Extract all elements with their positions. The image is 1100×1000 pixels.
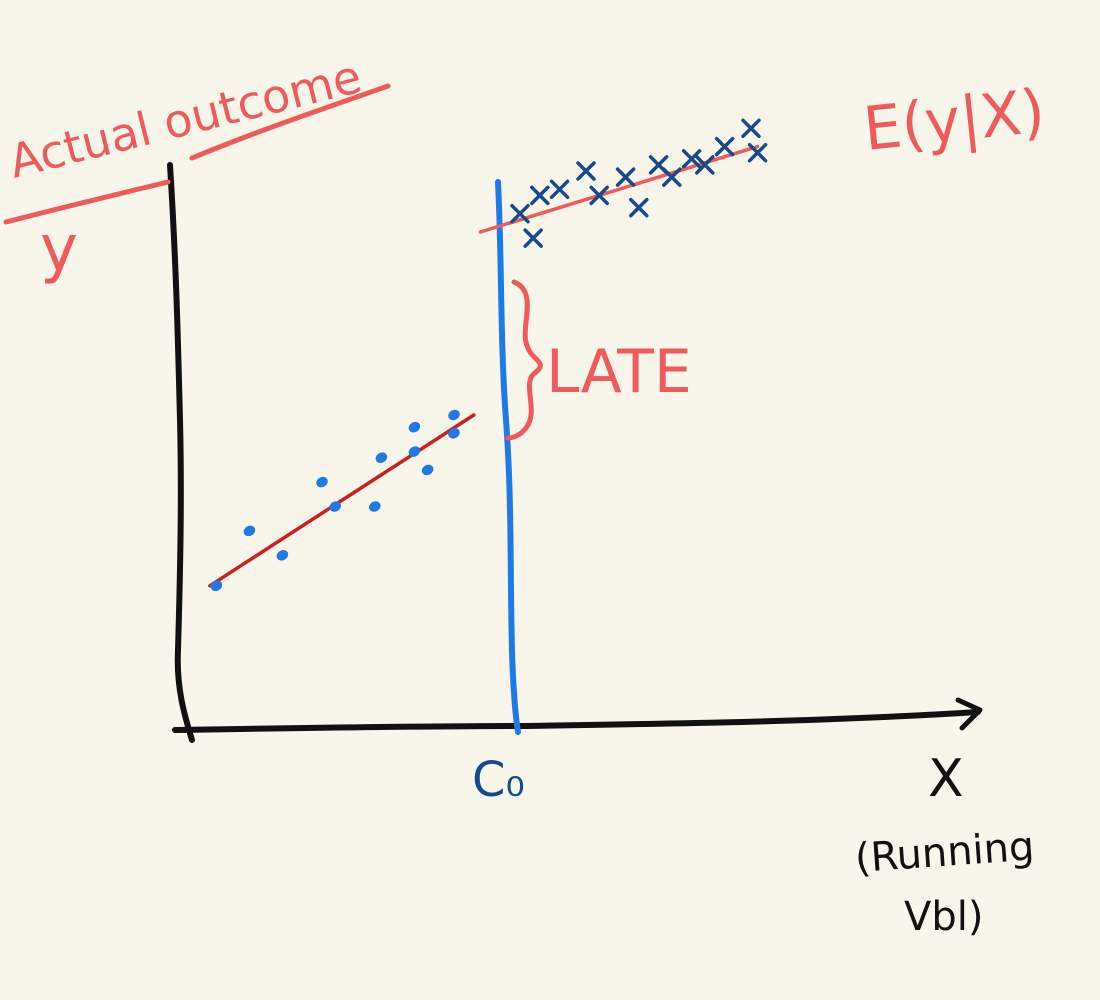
above-cutoff-point <box>523 228 543 248</box>
y-axis-line <box>167 162 195 743</box>
below-cutoff-point <box>243 525 256 537</box>
above-cutoff-point <box>589 185 609 206</box>
y-axis-symbol: y <box>40 212 78 286</box>
above-cutoff-point <box>576 161 596 181</box>
below-cutoff-point <box>421 464 434 476</box>
x-axis-note-line2: Vbl) <box>904 894 983 940</box>
x-axis-note-line1: (Running <box>853 824 1035 882</box>
above-cutoff-point <box>681 149 702 169</box>
y-label-underline-2 <box>189 83 391 161</box>
above-cutoff-point <box>615 167 636 187</box>
below-cutoff-point <box>276 550 289 561</box>
cutoff-line <box>495 179 521 735</box>
data-points <box>210 118 768 592</box>
x-axis-arrowhead <box>955 697 983 731</box>
below-cutoff-point <box>369 501 381 512</box>
above-cutoff-point <box>629 197 649 218</box>
right-fit-line <box>478 144 760 234</box>
y-label-underline <box>3 179 171 225</box>
above-cutoff-point <box>695 155 715 175</box>
below-cutoff-point <box>375 452 388 463</box>
x-axis-symbol: X <box>928 749 964 809</box>
gap-label: LATE <box>546 337 692 407</box>
below-cutoff-point <box>316 476 328 488</box>
above-cutoff-point <box>747 142 768 163</box>
above-cutoff-point <box>549 179 570 200</box>
right-fit-line-group <box>478 144 760 234</box>
below-cutoff-point <box>210 580 223 592</box>
below-cutoff-point <box>448 428 460 439</box>
below-cutoff-point <box>329 501 341 512</box>
left-fit-line <box>208 413 476 588</box>
late-brace <box>505 279 543 441</box>
y-axis-label: Actual outcome <box>4 49 367 189</box>
below-cutoff-point <box>408 421 421 433</box>
below-cutoff-point <box>448 409 460 421</box>
above-cutoff-point <box>741 118 761 139</box>
above-cutoff-point <box>530 185 550 206</box>
x-axis-line <box>172 709 981 733</box>
below-cutoff-point <box>408 446 421 457</box>
above-cutoff-point <box>662 167 682 187</box>
above-cutoff-point <box>510 203 530 224</box>
cutoff-label: C₀ <box>472 752 525 808</box>
above-cutoff-point <box>714 136 735 157</box>
curve-label: E(y|X) <box>860 76 1048 165</box>
left-fit-line-group <box>208 413 476 588</box>
